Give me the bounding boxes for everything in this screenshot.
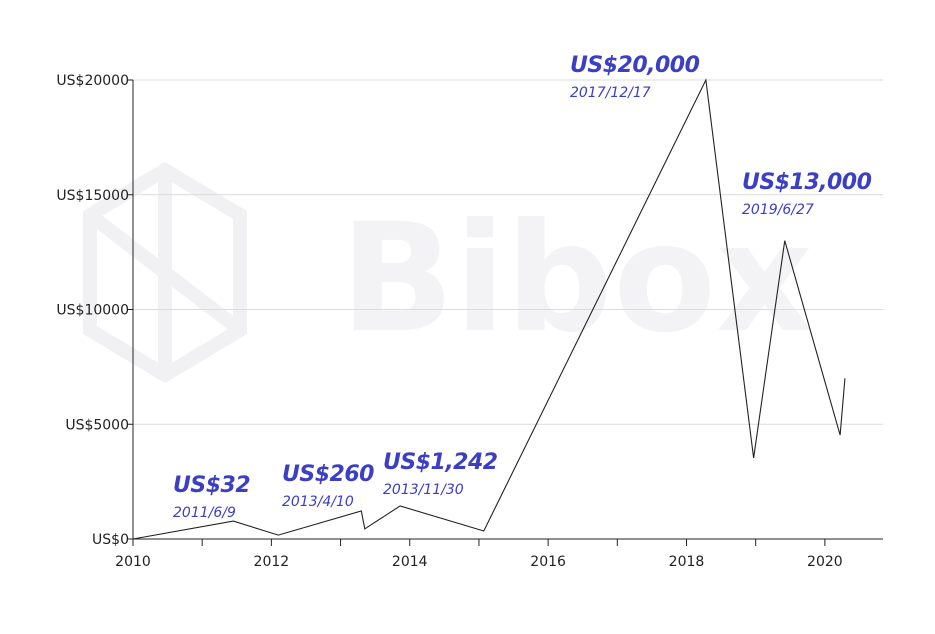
y-tick-label: US$10000 (56, 303, 129, 319)
annotation-price: US$1,242 (383, 450, 498, 475)
x-tick-label: 2016 (530, 554, 566, 570)
y-tick-label: US$15000 (56, 188, 129, 204)
price-line (132, 78, 846, 540)
annotation-price: US$260 (282, 462, 374, 487)
annotation-price: US$20,000 (570, 53, 700, 78)
y-tick-label: US$5000 (65, 417, 129, 433)
annotation-price: US$32 (173, 473, 250, 498)
annotation-date: 2019/6/27 (742, 202, 814, 218)
x-tick-label: 2018 (669, 554, 705, 570)
annotation-date: 2013/11/30 (383, 482, 464, 498)
watermark: Bibox (340, 192, 813, 366)
annotation-price: US$13,000 (742, 170, 872, 195)
x-tick-label: 2012 (254, 554, 290, 570)
annotation-date: 2011/6/9 (173, 505, 236, 521)
annotation-date: 2017/12/17 (570, 85, 651, 101)
annotation-date: 2013/4/10 (282, 494, 354, 510)
x-tick-label: 2010 (115, 554, 151, 570)
x-tick-label: 2020 (807, 554, 843, 570)
watermark-logo (83, 161, 247, 384)
x-tick-label: 2014 (392, 554, 428, 570)
y-tick-label: US$20000 (56, 73, 129, 89)
y-tick-label: US$0 (92, 532, 129, 548)
